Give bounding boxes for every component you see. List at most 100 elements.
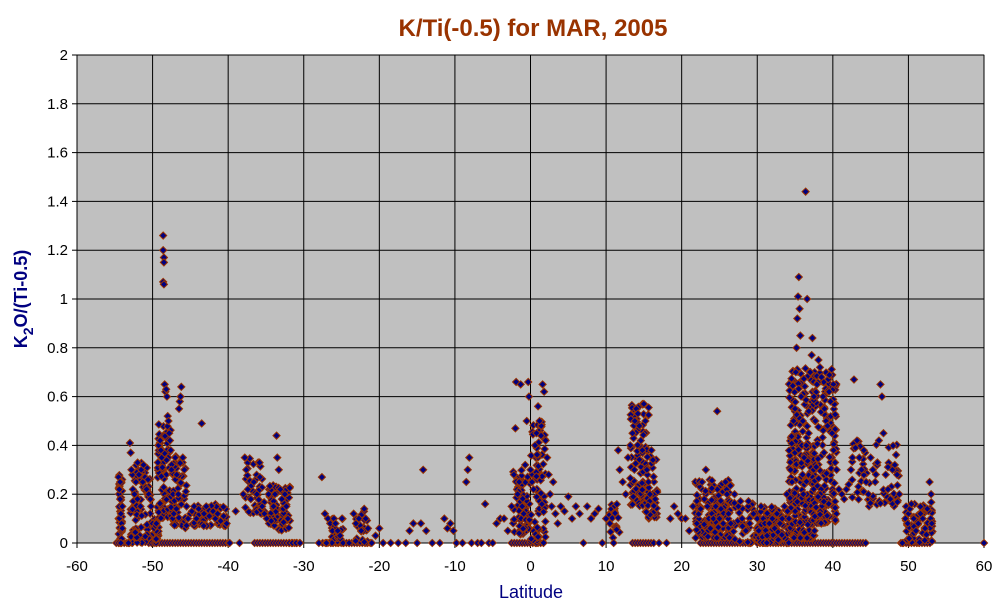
data-point <box>331 519 340 528</box>
data-point <box>354 514 364 523</box>
data-point <box>790 404 800 414</box>
data-point <box>612 525 621 534</box>
data-point <box>133 458 142 467</box>
data-point <box>255 458 264 467</box>
data-point <box>418 465 428 475</box>
data-point <box>649 477 659 487</box>
data-point <box>722 489 732 499</box>
data-point <box>927 536 937 546</box>
data-point <box>768 514 777 523</box>
data-point <box>255 472 265 482</box>
x-tick-label: 20 <box>673 558 690 575</box>
data-point <box>854 453 864 462</box>
data-point <box>813 454 823 464</box>
data-point <box>716 504 726 514</box>
y-tick-label: 1.2 <box>47 242 68 259</box>
data-point <box>136 502 145 511</box>
x-tick-label: -60 <box>66 558 88 575</box>
data-point <box>772 509 782 519</box>
data-point <box>556 502 566 511</box>
data-point <box>477 538 486 548</box>
data-point <box>356 526 366 536</box>
data-point <box>532 472 541 481</box>
data-point <box>697 477 707 487</box>
y-axis-label: K2O/(Ti-0.5) <box>11 250 36 348</box>
data-point <box>796 331 805 340</box>
data-point <box>752 514 762 523</box>
data-point <box>791 367 801 377</box>
data-point <box>537 499 547 509</box>
data-point <box>692 525 701 535</box>
data-point <box>629 433 638 443</box>
data-point <box>637 485 647 495</box>
data-point <box>480 499 490 509</box>
data-point <box>641 416 650 426</box>
data-point <box>825 452 834 462</box>
data-point <box>811 416 820 426</box>
data-point <box>166 503 176 512</box>
data-point <box>615 465 624 475</box>
data-point <box>551 509 560 519</box>
data-point <box>274 465 284 475</box>
data-point <box>861 477 871 487</box>
data-point <box>809 392 819 401</box>
data-point <box>642 507 651 517</box>
data-point <box>518 494 527 504</box>
data-point <box>344 538 354 548</box>
data-point <box>174 513 184 523</box>
data-point <box>814 355 823 365</box>
data-point <box>282 502 291 511</box>
data-point <box>283 514 293 523</box>
data-point <box>272 453 282 462</box>
data-point <box>162 392 172 401</box>
data-point <box>879 428 888 438</box>
data-point <box>526 534 536 544</box>
data-point <box>521 478 530 487</box>
data-point <box>361 514 371 523</box>
data-point <box>696 504 705 514</box>
data-point <box>167 465 176 475</box>
data-point <box>284 523 294 533</box>
data-point <box>854 482 863 491</box>
data-point <box>681 514 690 523</box>
data-point <box>359 504 369 514</box>
data-point <box>798 427 808 436</box>
data-point <box>756 502 766 511</box>
data-point <box>856 476 866 486</box>
data-point <box>859 487 869 497</box>
data-point <box>876 499 885 508</box>
data-point <box>563 492 573 501</box>
data-point <box>799 453 809 462</box>
data-point <box>820 404 829 414</box>
data-point <box>768 530 778 540</box>
data-point <box>815 363 825 372</box>
data-point <box>770 524 779 533</box>
data-point <box>783 506 792 516</box>
data-point <box>266 516 276 526</box>
data-point <box>714 491 723 500</box>
data-point <box>525 515 534 525</box>
data-point <box>709 514 718 523</box>
data-point <box>831 515 840 525</box>
data-point <box>519 509 529 519</box>
data-point <box>814 474 823 483</box>
data-point <box>176 392 185 401</box>
data-point <box>115 485 124 494</box>
data-point <box>243 471 252 480</box>
data-point <box>756 507 766 516</box>
data-point <box>166 445 176 455</box>
data-point <box>737 514 747 523</box>
data-point <box>784 446 794 455</box>
data-point <box>612 499 622 509</box>
data-point <box>725 533 734 543</box>
data-point <box>145 509 155 518</box>
data-point <box>707 483 717 493</box>
data-point <box>813 492 823 502</box>
data-point <box>649 501 659 511</box>
data-point <box>638 445 647 455</box>
data-point <box>317 472 327 482</box>
data-point <box>846 465 856 475</box>
data-point <box>192 514 201 523</box>
data-point <box>635 455 644 464</box>
data-point <box>378 538 388 548</box>
